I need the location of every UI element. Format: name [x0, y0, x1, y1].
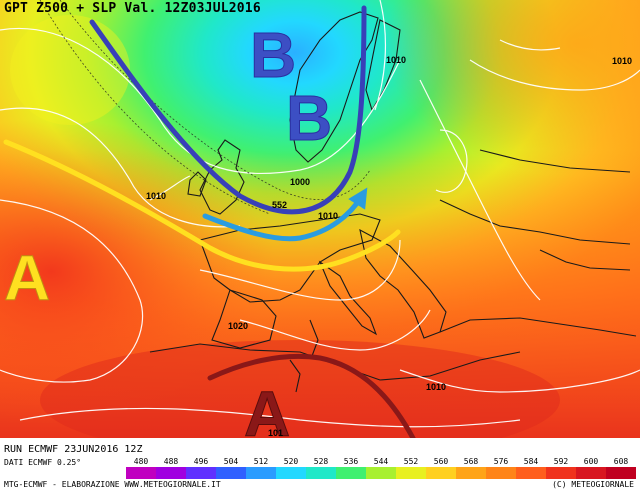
colorbar-tick-label: 488 — [164, 457, 179, 466]
colorbar-swatch — [216, 467, 247, 479]
analysis-arrows — [3, 5, 416, 438]
high-pressure-a-africa: A — [244, 378, 290, 438]
jet-stream-arrow — [202, 187, 368, 242]
colorbar-tick-label: 552 — [404, 457, 419, 466]
north-africa-hot-core — [40, 340, 560, 438]
colorbar-swatch — [336, 467, 367, 479]
isobar-label: 1010 — [426, 382, 446, 392]
african-ridge-arrow — [207, 353, 416, 438]
colorbar-swatch — [426, 467, 457, 479]
colorbar-legend: 480 488 496 504 512 520 528 536 544 552 560 568 576 5… — [126, 457, 636, 479]
atlantic-yellow-patch — [10, 15, 130, 125]
run-info: RUN ECMWF 23JUN2016 12Z — [4, 444, 143, 455]
credit-text: MTG-ECMWF - ELABORAZIONE WWW.METEOGIORNA… — [4, 480, 221, 489]
colorbar-swatch — [576, 467, 607, 479]
colorbar-swatch — [546, 467, 577, 479]
colorbar-tick-label: 496 — [194, 457, 209, 466]
colorbar-tick-label: 504 — [224, 457, 239, 466]
trough-axis-arrow — [89, 5, 367, 215]
map-title: GPT Z500 + SLP Val. 12Z03JUL2016 — [4, 1, 261, 16]
colorbar-tick-label: 600 — [584, 457, 599, 466]
isobar-label: 1000 — [290, 177, 310, 187]
anticyclone-ridge-arrow — [3, 139, 401, 272]
colorbar-swatch — [456, 467, 487, 479]
low-pressure-b1: B — [250, 19, 296, 91]
colorbar-tick-label: 592 — [554, 457, 569, 466]
colorbar-swatch — [276, 467, 307, 479]
colorbar-swatch — [486, 467, 517, 479]
data-resolution: DATI ECMWF 0.25° — [4, 458, 82, 467]
colorbar-tick-label: 528 — [314, 457, 329, 466]
colorbar-tick-label: 536 — [344, 457, 359, 466]
colorbar-tick-label: 544 — [374, 457, 389, 466]
colorbar-swatch — [606, 467, 636, 479]
isobar-labels: 1010 1010 1000 1010 1010 1020 1010 101 5… — [146, 55, 632, 438]
geopotential-label: 552 — [272, 200, 287, 210]
map-footer — [0, 438, 640, 493]
isobar-label: 101 — [268, 428, 283, 438]
colorbar-swatch — [306, 467, 337, 479]
copyright-text: (C) METEOGIORNALE — [552, 480, 634, 489]
isobar-label: 1010 — [318, 211, 338, 221]
colorbar-swatch — [366, 467, 397, 479]
isobar-label: 1010 — [146, 191, 166, 201]
colorbar-swatch — [516, 467, 547, 479]
isobar-label: 1010 — [612, 56, 632, 66]
colorbar-tick-label: 512 — [254, 457, 269, 466]
system-letters: B B A A — [4, 19, 333, 439]
colorbar-tick-label: 584 — [524, 457, 539, 466]
colorbar-tick-label: 608 — [614, 457, 629, 466]
colorbar-tick-label: 560 — [434, 457, 449, 466]
z500-contours — [39, 0, 371, 215]
colorbar-tick-label: 480 — [134, 457, 149, 466]
colorbar-tick-label: 520 — [284, 457, 299, 466]
low-pressure-b2: B — [286, 82, 332, 154]
isobar-label: 1020 — [228, 321, 248, 331]
colorbar-tick-label: 568 — [464, 457, 479, 466]
colorbar-swatch — [396, 467, 427, 479]
weather-map: B B A A 1010 1010 1000 1010 1010 1020 10… — [0, 0, 640, 438]
colorbar-swatch — [126, 467, 157, 479]
colorbar-tick-label: 576 — [494, 457, 509, 466]
colorbar-swatch — [156, 467, 187, 479]
colorbar-swatch — [186, 467, 217, 479]
colorbar-swatch — [246, 467, 277, 479]
isobar-label: 1010 — [386, 55, 406, 65]
isobars — [0, 0, 640, 427]
high-pressure-a-atlantic: A — [4, 242, 50, 314]
